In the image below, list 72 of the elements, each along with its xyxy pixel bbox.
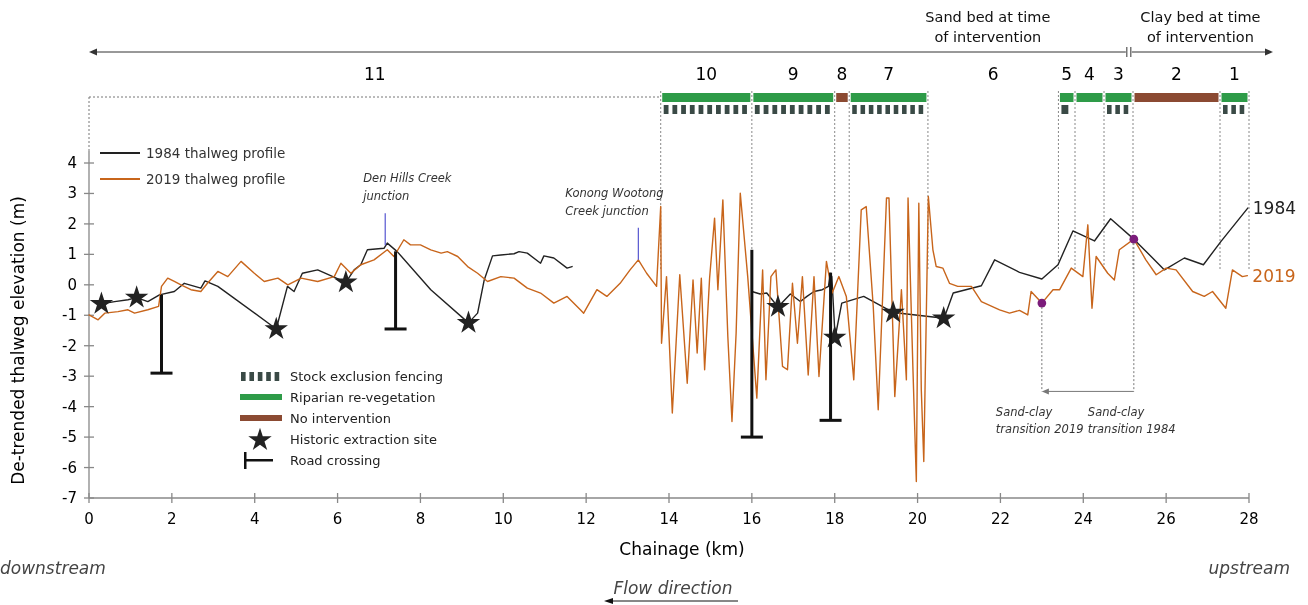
x-axis-title: Chainage (km) [619, 539, 745, 559]
point [766, 294, 790, 317]
text: 2 [1171, 64, 1182, 84]
x-tick-label: 28 [1239, 510, 1259, 528]
point [334, 270, 358, 293]
text: downstream [0, 558, 106, 578]
text: Clay bed at time of intervention [1140, 9, 1261, 45]
x-tick-label: 8 [415, 510, 426, 528]
text: 6 [987, 64, 999, 84]
x-tick-label: 6 [332, 510, 343, 528]
y-tick-label: -2 [62, 336, 77, 355]
text: 7 [883, 64, 894, 84]
annotation: Sand-clay transition 1984 [1087, 405, 1176, 437]
annotation: Stock exclusion fencing [290, 369, 444, 384]
x-tick-label: 12 [576, 510, 596, 528]
text: 3 [1113, 64, 1124, 84]
y-tick-label: 0 [67, 275, 77, 294]
text: 11 [364, 64, 386, 84]
legend-label: 2019 thalweg profile [146, 171, 286, 187]
annotation: Sand-clay transition 2019 [995, 405, 1084, 437]
x-tick-label: 4 [249, 510, 260, 528]
text: 5 [1061, 64, 1073, 84]
point [264, 316, 288, 339]
legend-label: Historic extraction site [290, 432, 437, 447]
bar [160, 294, 163, 374]
x-tick-label: 16 [742, 510, 762, 528]
y-tick-label: -1 [62, 306, 77, 325]
y-axis-title: De-trended thalweg elevation (m) [8, 196, 28, 485]
y-tick-label: -7 [62, 489, 77, 507]
bar [829, 272, 833, 421]
point [124, 285, 149, 308]
text: 1 [1229, 64, 1240, 84]
y-tick-label: -4 [62, 397, 77, 416]
legend-label: 1984 thalweg profile [146, 145, 286, 161]
x-tick-label: 14 [659, 510, 679, 528]
annotation: 1984 [1252, 198, 1297, 219]
x-tick-label: 22 [990, 510, 1010, 528]
x-tick-label: 2 [167, 510, 177, 528]
text: Flow direction [613, 578, 733, 598]
point [881, 300, 905, 323]
legend-label: Road crossing [290, 453, 381, 468]
point [89, 291, 114, 314]
annotation: 2019 [1252, 265, 1296, 286]
x-tick-label: 18 [825, 510, 845, 528]
text: upstream [1208, 558, 1290, 578]
text: Sand bed at time of intervention [925, 9, 1051, 45]
y-tick-label: 1 [67, 245, 77, 264]
x-tick-label: 0 [84, 510, 94, 528]
text: 10 [695, 64, 718, 84]
text: 4 [1084, 64, 1095, 84]
annotation: Den Hills Creek junction [361, 171, 453, 204]
annotation: No intervention [290, 411, 391, 426]
y-tick-label: -5 [62, 428, 77, 447]
annotation: Riparian re-vegetation [290, 390, 436, 405]
annotation: Konong Wootong Creek junction [565, 185, 664, 218]
point [1037, 298, 1047, 308]
bar [394, 251, 398, 329]
y-tick-label: 2 [67, 214, 77, 233]
x-tick-label: 10 [493, 510, 513, 528]
x-tick-label: 26 [1156, 510, 1176, 528]
text: 9 [787, 64, 799, 84]
point [456, 310, 481, 333]
x-tick-label: 20 [908, 510, 928, 528]
y-tick-label: 3 [67, 184, 77, 203]
point [931, 306, 956, 329]
y-tick-label: -6 [62, 458, 77, 477]
y-tick-label: 4 [67, 154, 77, 172]
y-tick-label: -3 [62, 367, 77, 386]
point [1129, 234, 1139, 244]
text: 8 [836, 64, 848, 84]
bar [750, 249, 754, 438]
x-tick-label: 24 [1073, 510, 1093, 528]
